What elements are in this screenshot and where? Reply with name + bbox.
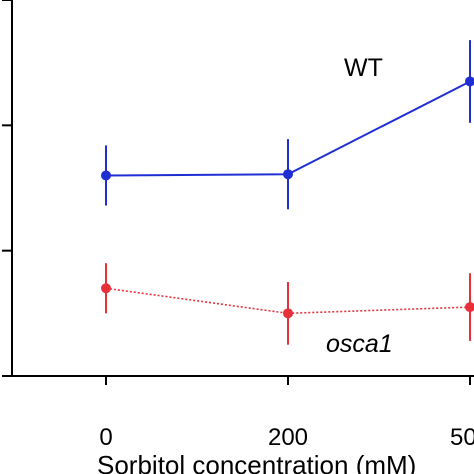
series-layer: WT osca1 (101, 40, 474, 358)
data-point (101, 170, 111, 181)
labels-layer: Sorbitol concentration (mM) (97, 450, 416, 474)
x-axis-label: Sorbitol concentration (mM) (97, 450, 416, 474)
data-point (465, 76, 474, 87)
data-point (283, 169, 293, 180)
axes: 0 200 500 (2, 0, 474, 451)
series-WT: WT (101, 40, 474, 210)
series-osca1: osca1 (101, 263, 474, 358)
series-line (105, 287, 471, 315)
x-tick-label: 200 (268, 424, 308, 451)
series-label: WT (344, 54, 383, 82)
data-point (465, 302, 474, 313)
data-point (283, 308, 293, 319)
x-tick-label: 0 (99, 424, 112, 451)
series-label: osca1 (326, 330, 393, 358)
x-tick-label: 500 (450, 424, 474, 451)
data-point (101, 283, 111, 294)
